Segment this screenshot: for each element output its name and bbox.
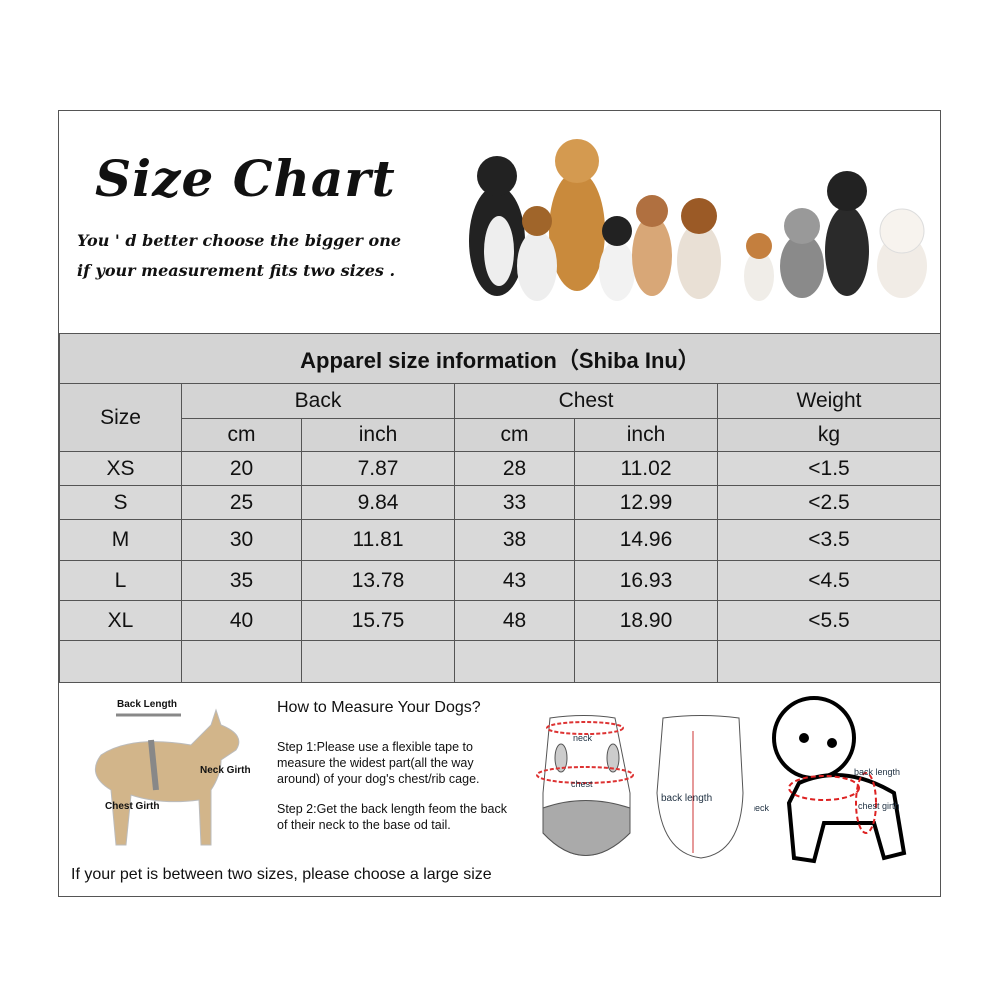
cell-weight: <5.5 xyxy=(716,600,942,641)
husky-measure-illustration xyxy=(94,708,240,846)
label-back-length: Back Length xyxy=(117,699,178,710)
header-chest-inch: inch xyxy=(574,418,718,452)
garment-front-diagram: neck chest xyxy=(536,715,634,856)
header-size: Size xyxy=(59,383,182,452)
banner: Size Chart You ' d better choose the big… xyxy=(59,111,940,333)
cell-chest-cm: 33 xyxy=(454,485,575,520)
cell-weight: <2.5 xyxy=(716,485,942,520)
garment-chest-label: chest xyxy=(571,779,593,789)
table-row: XS 20 7.87 28 11.02 <1.5 xyxy=(59,451,942,486)
cell-back-cm: 35 xyxy=(181,560,302,601)
header-chest-cm: cm xyxy=(454,418,575,452)
white-cat-image xyxy=(877,208,927,298)
cell-back-cm: 30 xyxy=(181,519,302,561)
cell-chest-cm: 43 xyxy=(454,560,575,601)
cell-size: XS xyxy=(59,451,182,486)
header-back-inch: inch xyxy=(301,418,455,452)
cell-size: S xyxy=(59,485,182,520)
cell-back-inch: 13.78 xyxy=(301,560,455,601)
cell-chest-cm: 38 xyxy=(454,519,575,561)
cartoon-dog-diagram: back length neck chest girth xyxy=(754,696,907,864)
beagle-image xyxy=(677,198,721,299)
header-back: Back xyxy=(181,383,455,419)
cell-weight: <1.5 xyxy=(716,451,942,486)
dogs-and-cats-photo xyxy=(469,139,927,301)
header-weight: Weight xyxy=(716,383,942,419)
cell-size: M xyxy=(59,519,182,561)
cell-back-cm: 40 xyxy=(181,600,302,641)
header-weight-kg: kg xyxy=(716,418,942,452)
cell-chest-inch: 11.02 xyxy=(574,451,718,486)
garment-neck-label: neck xyxy=(573,733,593,743)
cell-chest-inch: 14.96 xyxy=(574,519,718,561)
cartoon-back-length-label: back length xyxy=(854,767,900,777)
cell-chest-inch: 16.93 xyxy=(574,560,718,601)
small-dog-image xyxy=(599,216,635,301)
french-bulldog-image xyxy=(825,171,869,296)
measure-heading: How to Measure Your Dogs? xyxy=(277,699,481,716)
cell-back-inch: 11.81 xyxy=(301,519,455,561)
cell-back-inch: 9.84 xyxy=(301,485,455,520)
cell-back-cm: 25 xyxy=(181,485,302,520)
size-chart-title: Size Chart xyxy=(95,149,396,208)
border-collie-image xyxy=(469,156,525,296)
cell-size: L xyxy=(59,560,182,601)
step-1: Step 1:Please use a flexible tape to mea… xyxy=(277,740,480,786)
measure-section: Back Length Neck Girth Chest Girth How t… xyxy=(59,683,940,897)
size-table: Apparel size information（Shiba Inu） Size… xyxy=(58,333,942,683)
size-chart-frame: Size Chart You ' d better choose the big… xyxy=(58,110,942,897)
cell-chest-inch: 18.90 xyxy=(574,600,718,641)
table-row-empty xyxy=(59,640,942,683)
label-chest-girth: Chest Girth xyxy=(105,801,160,812)
gray-cat-image xyxy=(780,208,824,298)
header-chest: Chest xyxy=(454,383,718,419)
table-row: M 30 11.81 38 14.96 <3.5 xyxy=(59,519,942,561)
golden-retriever-image xyxy=(549,139,605,291)
table-row: L 35 13.78 43 16.93 <4.5 xyxy=(59,560,942,601)
pekingese-image xyxy=(632,195,672,296)
label-neck-girth: Neck Girth xyxy=(200,765,251,776)
cartoon-chest-girth-label: chest girth xyxy=(858,801,900,811)
cell-weight: <4.5 xyxy=(716,560,942,601)
cell-back-cm: 20 xyxy=(181,451,302,486)
garment-back-diagram: back length xyxy=(656,715,744,859)
cell-back-inch: 7.87 xyxy=(301,451,455,486)
cell-weight: <3.5 xyxy=(716,519,942,561)
jack-russell-image xyxy=(517,206,557,301)
cell-chest-inch: 12.99 xyxy=(574,485,718,520)
cell-chest-cm: 28 xyxy=(454,451,575,486)
table-row: XL 40 15.75 48 18.90 <5.5 xyxy=(59,600,942,641)
cell-back-inch: 15.75 xyxy=(301,600,455,641)
table-title: Apparel size information（Shiba Inu） xyxy=(58,333,942,384)
cartoon-neck-label: neck xyxy=(754,803,770,813)
size-note: If your pet is between two sizes, please… xyxy=(71,866,492,883)
header-back-cm: cm xyxy=(181,418,302,452)
table-row: S 25 9.84 33 12.99 <2.5 xyxy=(59,485,942,520)
cell-size: XL xyxy=(59,600,182,641)
cell-chest-cm: 48 xyxy=(454,600,575,641)
garment-back-length-label: back length xyxy=(661,793,712,804)
subtitle-line-1: You ' d better choose the bigger one xyxy=(77,231,402,250)
step-2: Step 2:Get the back length feom the back… xyxy=(277,802,508,832)
chihuahua-image xyxy=(744,233,774,301)
subtitle-line-2: if your measurement fits two sizes . xyxy=(77,261,396,280)
